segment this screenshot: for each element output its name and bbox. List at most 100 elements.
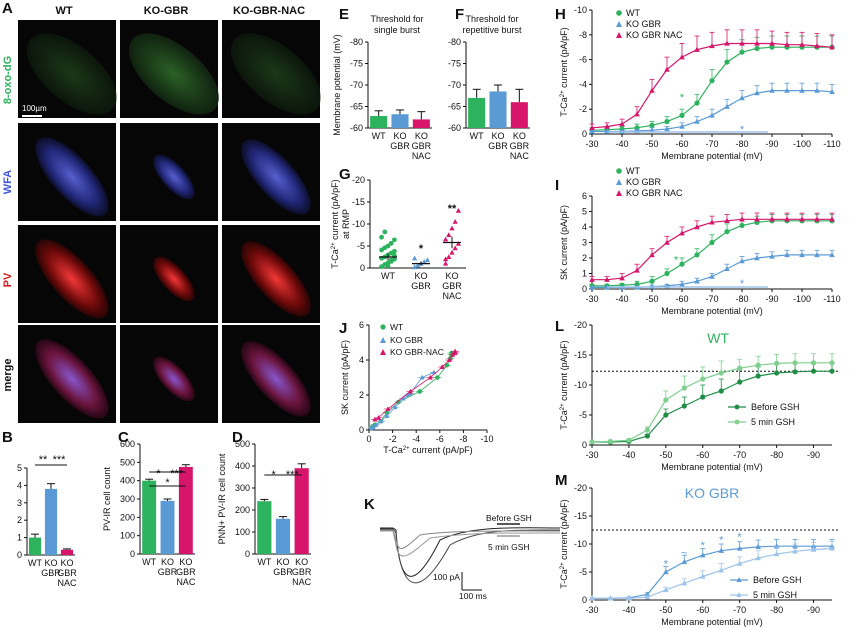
chart-l-point — [589, 439, 595, 445]
chart-g-y-tick-label: 0 — [360, 263, 365, 273]
chart-d-y-label: PNN+ PV-IR cell count — [217, 453, 227, 544]
chart-l-series-line — [592, 370, 832, 443]
chart-h-series-line — [591, 46, 832, 131]
chart-i-point — [709, 239, 715, 246]
chart-i-sig-label: * — [674, 255, 679, 267]
chart-m-point — [663, 569, 669, 575]
chart-f-bar — [510, 102, 528, 128]
chart-c-category-label: WT — [142, 557, 156, 567]
micrograph-signal — [241, 341, 311, 417]
chart-m-y-tick-label: -5 — [579, 567, 587, 577]
chart-d-sig-label: * — [272, 469, 277, 481]
chart-h-point — [724, 40, 730, 46]
chart-c-category-label: GBR — [158, 567, 178, 577]
chart-l-x-tick-label: -70 — [733, 450, 746, 460]
chart-g-point — [455, 208, 461, 213]
chart-i-point — [799, 216, 805, 222]
chart-l-point — [755, 373, 761, 379]
chart-i-point — [709, 273, 715, 279]
chart-d-category-label: KO — [276, 557, 289, 567]
chart-j-legend-marker — [380, 337, 386, 343]
chart-h-point — [724, 103, 730, 109]
chart-m-title: KO GBR — [685, 485, 739, 501]
chart-i-point — [769, 216, 775, 222]
panel-label-m: M — [555, 472, 568, 489]
chart-j-point — [378, 418, 384, 424]
chart-m-series-line — [592, 545, 832, 599]
chart-i-legend-marker — [616, 190, 622, 196]
chart-m-sig-label: * — [701, 540, 706, 552]
chart-f-category-label: KO — [491, 131, 504, 141]
scale-bar-label: 100µm — [22, 104, 47, 113]
chart-m-point — [829, 545, 835, 551]
chart-l-point — [663, 397, 669, 403]
chart-i-y-tick-label: 5 — [582, 207, 587, 217]
chart-g-category-label: KO — [414, 271, 427, 281]
chart-l-point — [718, 388, 724, 394]
chart-h-point — [739, 49, 745, 55]
panel-label-k: K — [364, 496, 375, 513]
micrograph-signal — [129, 33, 219, 115]
chart-g-category-label: WT — [381, 271, 395, 281]
chart-h-point — [739, 40, 745, 46]
chart-j-point — [392, 404, 398, 410]
chart-h-point — [694, 100, 700, 106]
chart-m-x-tick-label: -50 — [659, 605, 672, 615]
chart-d-bar — [294, 468, 309, 554]
chart-l-point — [644, 427, 650, 433]
chart-i-point — [649, 278, 655, 284]
chart-c-y-tick-label: 500 — [120, 457, 135, 467]
panel-label-i: I — [555, 177, 559, 194]
chart-e-y-tick-label: -70 — [350, 80, 363, 90]
chart-c-y-tick-label: 200 — [120, 512, 135, 522]
chart-j-legend-label: WT — [390, 322, 403, 332]
row-label-wfa: WFA — [2, 170, 14, 194]
chart-h-point — [814, 42, 820, 49]
chart-j-point — [452, 348, 458, 354]
micrograph-signal — [35, 339, 109, 419]
chart-l-y-tick-label: -5 — [579, 410, 587, 420]
chart-g-point — [452, 245, 458, 251]
chart-i-series-line — [592, 218, 832, 281]
micrograph-signal — [241, 241, 311, 317]
chart-h-point — [754, 45, 760, 52]
chart-l-x-label: Membrane potential (mV) — [661, 462, 763, 472]
chart-h-point — [679, 123, 685, 129]
chart-b-category-label: WT — [28, 558, 42, 568]
chart-e-y-label: Membrane potential (mV) — [332, 34, 342, 136]
chart-j-point — [417, 389, 423, 394]
chart-l-point — [681, 403, 687, 409]
chart-h-point — [784, 41, 790, 47]
chart-j-point — [439, 364, 445, 369]
micrograph-signal — [35, 239, 109, 319]
chart-d-y-tick-label: 200 — [235, 505, 250, 515]
chart-j-point — [385, 406, 391, 411]
chart-d-y-tick-label: 500 — [235, 439, 250, 449]
chart-j-point — [373, 422, 379, 427]
chart-j-legend-marker — [380, 324, 386, 330]
chart-b-y-tick-label: 2 — [17, 515, 22, 525]
chart-l-y-tick-label: -20 — [574, 320, 587, 330]
panel-label-f: F — [455, 6, 464, 23]
legend-5min-gsh: 5 min GSH — [488, 542, 530, 552]
chart-g-sig-label: * — [419, 243, 424, 255]
chart-i-x-tick-label: -40 — [615, 294, 628, 304]
chart-g-point — [415, 262, 421, 268]
chart-l-y-tick-label: -15 — [574, 350, 587, 360]
chart-m-y-tick-label: -15 — [574, 511, 587, 521]
chart-h-point — [589, 128, 595, 134]
chart-c-sig-label: *** — [170, 468, 184, 480]
chart-m-point — [718, 567, 725, 573]
chart-h-point — [829, 44, 835, 50]
panel-label-e: E — [339, 6, 349, 23]
chart-i-x-label: Membrane potential (mV) — [661, 306, 763, 316]
chart-m-point — [755, 555, 761, 561]
chart-j-legend-label: KO GBR-NAC — [390, 347, 444, 357]
chart-g-point — [452, 219, 458, 224]
chart-l-x-tick-label: -50 — [659, 450, 672, 460]
chart-j-y-tick-label: 0 — [359, 425, 364, 435]
panel-label-c: C — [118, 429, 129, 446]
chart-i-point — [739, 222, 745, 229]
chart-i-point — [664, 239, 670, 245]
chart-i-point — [724, 217, 730, 223]
